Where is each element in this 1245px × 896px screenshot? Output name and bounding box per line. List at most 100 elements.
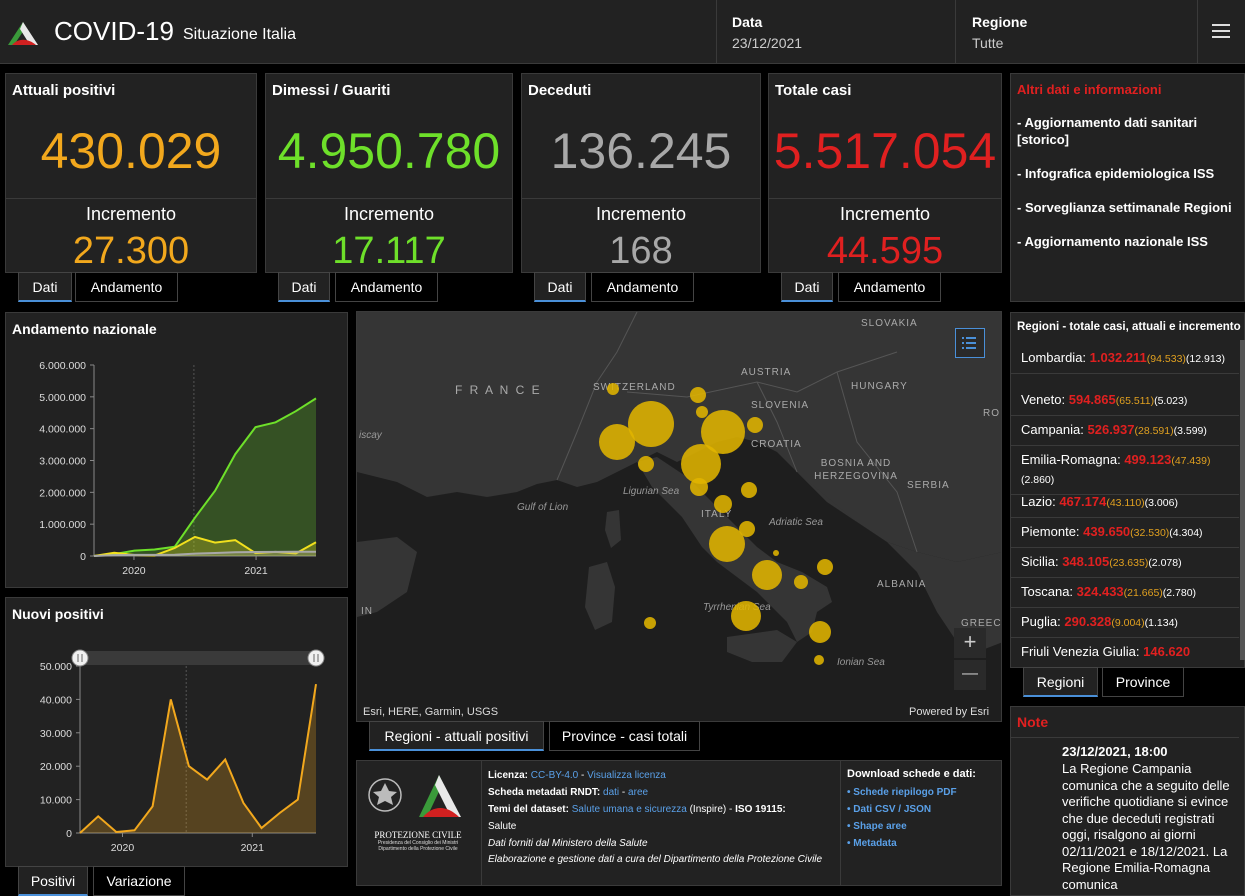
app-title: COVID-19 xyxy=(54,16,174,46)
bubble-trentino[interactable] xyxy=(690,387,706,403)
bubble-friuli[interactable] xyxy=(747,417,763,433)
chart-title: Nuovi positivi xyxy=(12,606,104,622)
bubble-sicilia[interactable] xyxy=(731,601,761,631)
link-sorveglianza-regioni[interactable]: - Sorveglianza settimanale Regioni xyxy=(1017,200,1232,215)
tab-andamento[interactable]: Andamento xyxy=(75,272,178,302)
regions-scrollbar[interactable] xyxy=(1240,340,1245,660)
tab-dati[interactable]: Dati xyxy=(781,272,833,302)
download-csv-json-link[interactable]: • Dati CSV / JSON xyxy=(847,804,932,815)
link-aggiornamento-iss[interactable]: - Aggiornamento nazionale ISS xyxy=(1017,234,1208,249)
bubble-lazio[interactable] xyxy=(709,526,745,562)
region-row[interactable]: Friuli Venezia Giulia: 146.620 xyxy=(1011,639,1239,667)
new-positives-chart-svg[interactable]: 0 10.000 20.000 30.000 40.000 50.000 2020 2021 xyxy=(6,598,349,868)
bubble-small[interactable] xyxy=(773,550,779,556)
regions-panel: Regioni - totale casi, attuali e increme… xyxy=(1010,312,1245,668)
tab-dati[interactable]: Dati xyxy=(18,272,72,302)
region-value[interactable]: Tutte xyxy=(972,35,1004,51)
bubble-veneto[interactable] xyxy=(701,410,745,454)
link-infografica-iss[interactable]: - Infografica epidemiologica ISS xyxy=(1017,166,1215,181)
tab-dati[interactable]: Dati xyxy=(534,272,586,302)
y-tick-label: 30.000 xyxy=(40,728,72,740)
tab-regioni[interactable]: Regioni xyxy=(1023,667,1098,697)
bubble-calabria[interactable] xyxy=(814,655,824,665)
region-row[interactable]: Sicilia: 348.105(23.635)(2.078) xyxy=(1011,549,1239,578)
download-shape-link[interactable]: • Shape aree xyxy=(847,821,907,832)
map-label-biscay: iscay xyxy=(359,430,382,441)
region-row[interactable]: Lombardia: 1.032.211(94.533)(12.913) xyxy=(1011,345,1239,374)
range-slider-handle[interactable] xyxy=(71,649,89,667)
bubble-bolzano[interactable] xyxy=(696,406,708,418)
bubble-valle-daosta[interactable] xyxy=(607,383,619,395)
link-aggiornamento-storico[interactable]: - Aggiornamento dati sanitari [storico] xyxy=(1017,115,1198,147)
bubble-molise[interactable] xyxy=(817,559,833,575)
bubble-piemonte[interactable] xyxy=(599,424,635,460)
download-metadata-link[interactable]: • Metadata xyxy=(847,838,897,849)
tab-andamento[interactable]: Andamento xyxy=(335,272,438,302)
region-total: 439.650 xyxy=(1083,524,1131,539)
y-tick-label: 4.000.000 xyxy=(39,424,86,436)
zoom-out-icon[interactable]: — xyxy=(954,660,986,690)
links-panel: Altri dati e informazioni - Aggiornament… xyxy=(1010,73,1245,302)
cc-by-link[interactable]: CC-BY-4.0 xyxy=(530,770,579,781)
bubble-marche[interactable] xyxy=(741,482,757,498)
bubble-umbria[interactable] xyxy=(714,495,732,513)
tab-andamento[interactable]: Andamento xyxy=(838,272,941,302)
date-label: Data xyxy=(732,14,763,30)
rndt-aree-link[interactable]: aree xyxy=(628,787,649,798)
region-total: 467.174 xyxy=(1059,494,1107,509)
y-tick-label: 3.000.000 xyxy=(39,456,86,468)
bubble-toscana-north[interactable] xyxy=(690,478,708,496)
bubble-sardegna[interactable] xyxy=(644,617,656,629)
download-pdf-link[interactable]: • Schede riepilogo PDF xyxy=(847,787,957,798)
map-bubbles[interactable] xyxy=(357,312,1002,722)
series-area xyxy=(94,536,316,556)
date-value[interactable]: 23/12/2021 xyxy=(732,35,803,51)
header-divider xyxy=(955,0,956,64)
bubble-basilicata[interactable] xyxy=(794,575,808,589)
y-tick-label: 1.000.000 xyxy=(39,519,86,531)
region-row[interactable]: Toscana: 324.433(21.665)(2.780) xyxy=(1011,579,1239,608)
region-row[interactable]: Emilia-Romagna: 499.123(47.439) (2.860) xyxy=(1011,447,1239,495)
visualizza-licenza-link[interactable]: Visualizza licenza xyxy=(587,770,666,781)
map-basemap xyxy=(357,312,1001,721)
bubble-puglia[interactable] xyxy=(809,621,831,643)
rndt-dati-link[interactable]: dati xyxy=(603,787,620,798)
y-tick-label: 10.000 xyxy=(40,795,72,807)
region-row[interactable]: Lazio: 467.174(43.110)(3.006) xyxy=(1011,489,1239,518)
tab-positivi[interactable]: Positivi xyxy=(18,866,88,896)
map-powered-by[interactable]: Powered by Esri xyxy=(909,706,990,718)
series-line xyxy=(93,550,317,557)
salute-umana-link[interactable]: Salute umana e sicurezza xyxy=(571,804,687,815)
card-value: 4.950.780 xyxy=(277,123,501,179)
bubble-emilia-romagna[interactable] xyxy=(681,444,721,484)
region-row[interactable]: Veneto: 594.865(65.511)(5.023) xyxy=(1011,387,1239,416)
chart-nuovi-positivi: Nuovi positivi 0 10.000 20.000 30.000 40.000… xyxy=(5,597,348,867)
elaborazione-text: Elaborazione e gestione dati a cura del … xyxy=(488,854,823,865)
region-row[interactable]: Piemonte: 439.650(32.530)(4.304) xyxy=(1011,519,1239,548)
region-increment: (21.665) xyxy=(1123,587,1163,599)
region-row[interactable]: Puglia: 290.328(9.004)(1.134) xyxy=(1011,609,1239,638)
bubble-liguria[interactable] xyxy=(638,456,654,472)
tab-andamento[interactable]: Andamento xyxy=(591,272,694,302)
hamburger-menu-icon[interactable] xyxy=(1206,20,1236,44)
range-slider-handle[interactable] xyxy=(307,649,325,667)
zoom-in-icon[interactable]: + xyxy=(954,628,986,658)
x-tick-label: 2020 xyxy=(122,565,146,577)
note-title: Note xyxy=(1017,714,1049,730)
national-chart-svg[interactable]: 0 1.000.000 2.000.000 3.000.000 4.000.000 5.0… xyxy=(6,313,349,589)
tab-dati[interactable]: Dati xyxy=(278,272,330,302)
tab-regioni-attuali-positivi[interactable]: Regioni - attuali positivi xyxy=(369,721,544,751)
map-view[interactable]: SLOVAKIA F R A N C E SWITZERLAND AUSTRIA… xyxy=(356,311,1002,722)
card-deceduti: Deceduti 136.245 Incremento 168 xyxy=(521,73,761,273)
tab-province-casi-totali[interactable]: Province - casi totali xyxy=(549,721,700,751)
map-label-slovakia: SLOVAKIA xyxy=(861,318,918,329)
tab-variazione[interactable]: Variazione xyxy=(93,866,185,896)
bubble-abruzzo[interactable] xyxy=(739,521,755,537)
map-attribution[interactable]: Esri, HERE, Garmin, USGS xyxy=(363,706,499,718)
bubble-campania[interactable] xyxy=(752,560,782,590)
legend-toggle-icon[interactable] xyxy=(955,328,985,358)
bubble-lombardia[interactable] xyxy=(628,401,674,447)
region-row[interactable]: Campania: 526.937(28.591)(3.599) xyxy=(1011,417,1239,446)
tab-province[interactable]: Province xyxy=(1102,667,1184,697)
rndt-label: Scheda metadati RNDT: xyxy=(488,787,601,798)
